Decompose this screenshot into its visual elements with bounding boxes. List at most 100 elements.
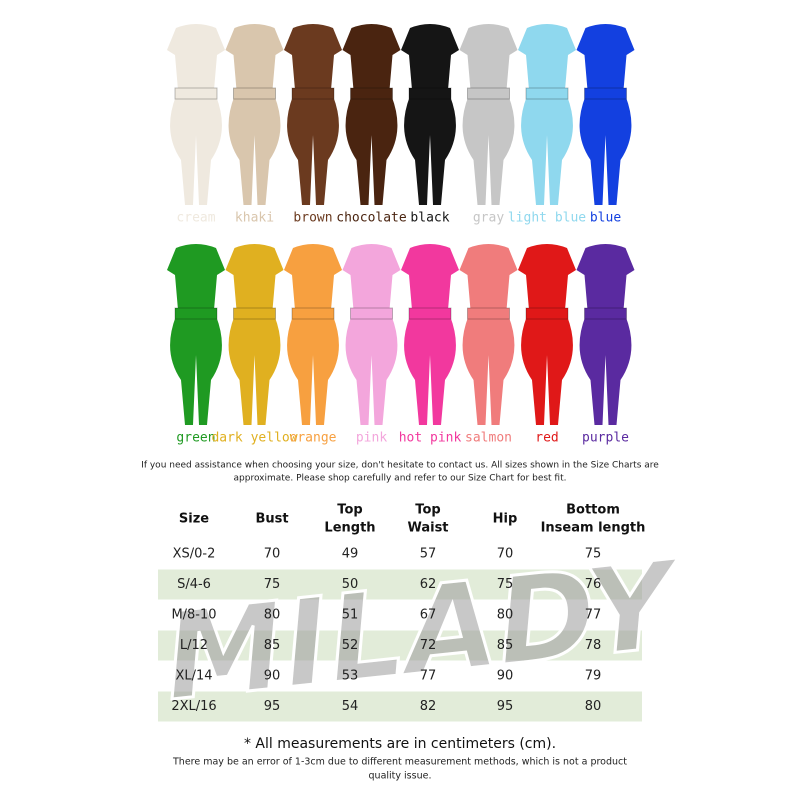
top <box>518 24 576 90</box>
garment-figure <box>401 244 459 425</box>
top <box>459 24 518 90</box>
table-cell: L/12 <box>180 638 208 653</box>
color-label: pink <box>356 431 387 446</box>
color-label: orange <box>290 431 337 446</box>
waistband <box>350 307 393 320</box>
leggings <box>345 96 398 205</box>
color-label: light blue <box>508 211 586 226</box>
table-cell: 53 <box>342 669 359 684</box>
column-header: Waist <box>407 521 448 536</box>
footer-text: There may be an error of 1-3cm due to di… <box>172 757 627 768</box>
color-label: brown <box>293 211 332 226</box>
leggings <box>521 96 573 205</box>
table-cell: 75 <box>264 577 281 592</box>
garment-figure <box>518 24 576 205</box>
top <box>518 244 576 310</box>
leggings <box>462 96 515 205</box>
leggings <box>404 316 456 425</box>
table-cell: 78 <box>585 638 602 653</box>
table-cell: S/4-6 <box>177 577 211 592</box>
table-cell: 75 <box>497 577 514 592</box>
waistband <box>233 307 276 320</box>
row-stripe <box>158 569 642 600</box>
waistband <box>525 87 569 100</box>
waistband <box>350 87 393 100</box>
column-header: Top <box>415 503 440 518</box>
leggings <box>228 96 281 205</box>
leggings <box>170 96 222 205</box>
color-label: black <box>410 211 449 226</box>
top <box>401 244 459 310</box>
top <box>459 244 518 310</box>
leggings <box>287 96 339 205</box>
waistband <box>467 307 510 320</box>
table-cell: 90 <box>264 669 281 684</box>
color-label: dark yellow <box>211 431 297 446</box>
column-header: Top <box>337 503 362 518</box>
leggings <box>462 316 515 425</box>
table-cell: 70 <box>264 547 281 562</box>
garment-figure <box>167 244 225 425</box>
waistband <box>408 307 452 320</box>
waistband <box>467 87 510 100</box>
table-cell: 62 <box>420 577 437 592</box>
garment-figure <box>284 24 342 205</box>
table-cell: XS/0-2 <box>173 547 216 562</box>
garment-figure <box>225 24 284 205</box>
top <box>284 24 342 90</box>
measurement-note: * All measurements are in centimeters (c… <box>244 736 556 752</box>
top <box>576 244 635 310</box>
table-cell: 52 <box>342 638 359 653</box>
garment-figure <box>167 24 225 205</box>
garment-figure <box>342 244 401 425</box>
table-cell: 77 <box>420 669 437 684</box>
table-cell: 49 <box>342 547 359 562</box>
leggings <box>170 316 222 425</box>
table-cell: 82 <box>420 699 437 714</box>
garment-figure <box>284 244 342 425</box>
row-stripe <box>158 691 642 722</box>
table-cell: 72 <box>420 638 437 653</box>
garment-figure <box>518 244 576 425</box>
waistband <box>233 87 276 100</box>
intro-text: If you need assistance when choosing you… <box>141 461 659 471</box>
color-label: salmon <box>465 431 512 446</box>
column-header: Bottom <box>566 503 620 518</box>
table-cell: 95 <box>264 699 281 714</box>
top <box>225 244 284 310</box>
table-cell: 85 <box>497 638 514 653</box>
color-label: cream <box>176 211 215 226</box>
table-cell: M/8-10 <box>171 608 216 623</box>
table-cell: 76 <box>585 577 602 592</box>
table-cell: 75 <box>585 547 602 562</box>
color-label: hot pink <box>399 431 462 446</box>
color-label: chocolate <box>336 211 407 226</box>
leggings <box>404 96 456 205</box>
waistband <box>174 307 218 320</box>
table-cell: 79 <box>585 669 602 684</box>
column-header: Size <box>179 512 209 527</box>
leggings <box>345 316 398 425</box>
leggings <box>228 316 281 425</box>
table-cell: 95 <box>497 699 514 714</box>
garment-figure <box>459 24 518 205</box>
waistband <box>584 307 627 320</box>
top <box>167 244 225 310</box>
table-cell: 67 <box>420 608 437 623</box>
top <box>576 24 635 90</box>
color-label: purple <box>582 431 629 446</box>
column-header: Length <box>324 521 375 536</box>
garment-figure <box>342 24 401 205</box>
waistband <box>408 87 452 100</box>
color-label: red <box>535 431 558 446</box>
table-cell: 80 <box>585 699 602 714</box>
table-cell: 77 <box>585 608 602 623</box>
top <box>167 24 225 90</box>
color-label: khaki <box>235 211 274 226</box>
column-header: Hip <box>493 512 518 527</box>
garment-figure <box>401 24 459 205</box>
table-cell: 85 <box>264 638 281 653</box>
leggings <box>579 96 632 205</box>
